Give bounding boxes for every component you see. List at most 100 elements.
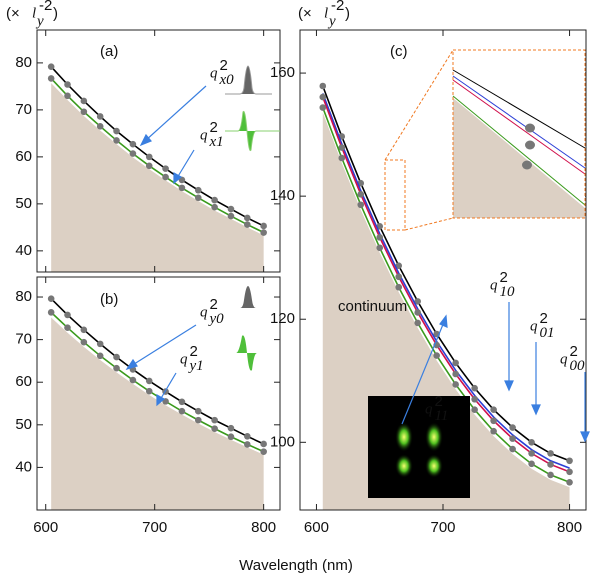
x-tick-label: 700 bbox=[142, 519, 167, 536]
label-base: q bbox=[425, 401, 433, 417]
arrowhead bbox=[439, 314, 448, 328]
data-point bbox=[528, 439, 535, 446]
arrow bbox=[159, 372, 177, 401]
data-point bbox=[414, 309, 421, 316]
inset-dot bbox=[525, 140, 535, 150]
data-point bbox=[47, 295, 55, 303]
panel-label: (c) bbox=[390, 43, 408, 60]
inset-line bbox=[452, 95, 586, 206]
arrowhead bbox=[504, 380, 514, 392]
series-line bbox=[322, 107, 570, 484]
y-tick-label: 80 bbox=[15, 54, 32, 71]
data-point bbox=[414, 298, 421, 305]
y-tick-label: 40 bbox=[15, 242, 32, 259]
data-point bbox=[113, 364, 120, 372]
bic-lobe bbox=[395, 454, 413, 478]
y-unit-suffix: ) bbox=[53, 5, 58, 22]
data-point bbox=[452, 381, 459, 388]
data-point bbox=[566, 468, 573, 476]
label-sup: 2 bbox=[570, 343, 578, 360]
y-unit-prefix: (× bbox=[298, 5, 312, 22]
label-base: q bbox=[210, 65, 218, 81]
x-axis-label: Wavelength (nm) bbox=[239, 557, 353, 574]
inset-line bbox=[452, 75, 586, 169]
data-point bbox=[162, 173, 169, 181]
data-point bbox=[528, 450, 535, 457]
label-sup: 2 bbox=[435, 393, 443, 410]
data-point bbox=[566, 479, 573, 486]
data-point bbox=[509, 445, 516, 453]
y-unit-sub: y bbox=[35, 13, 44, 29]
data-point bbox=[338, 144, 346, 151]
data-point bbox=[471, 384, 478, 392]
data-point bbox=[490, 427, 497, 435]
y-tick-label: 60 bbox=[15, 148, 32, 165]
label-sup: 2 bbox=[210, 296, 218, 313]
label-sup: 2 bbox=[220, 57, 228, 74]
data-point bbox=[47, 309, 55, 316]
continuum-area bbox=[51, 317, 264, 510]
data-point bbox=[357, 201, 365, 209]
icon-gaussian bbox=[225, 65, 272, 95]
x-tick-label: 700 bbox=[430, 519, 455, 536]
data-point bbox=[260, 229, 267, 236]
data-point bbox=[227, 433, 235, 441]
data-point bbox=[145, 162, 153, 170]
data-point bbox=[319, 104, 327, 111]
plot-frame bbox=[36, 29, 281, 273]
arrow bbox=[144, 85, 207, 142]
inset-dot bbox=[522, 160, 532, 170]
label-sup: 2 bbox=[190, 343, 198, 360]
data-point bbox=[395, 283, 403, 291]
data-point bbox=[113, 137, 120, 144]
data-point bbox=[509, 435, 516, 442]
data-point bbox=[145, 153, 153, 161]
inset-line bbox=[452, 79, 586, 175]
data-point bbox=[227, 212, 235, 220]
data-point bbox=[490, 417, 497, 425]
data-point bbox=[162, 165, 169, 172]
series-line bbox=[322, 85, 570, 462]
x-tick-label: 600 bbox=[304, 519, 329, 536]
data-point bbox=[260, 222, 267, 230]
data-point bbox=[80, 108, 88, 116]
area-label: continuum bbox=[338, 298, 407, 315]
data-point bbox=[547, 450, 554, 457]
inset-frame bbox=[452, 49, 586, 219]
data-point bbox=[80, 326, 88, 334]
y-tick-label: 50 bbox=[15, 195, 32, 212]
data-point bbox=[395, 262, 403, 269]
label-base: q bbox=[200, 127, 208, 143]
data-point bbox=[490, 406, 497, 413]
data-point bbox=[547, 461, 554, 468]
label-base: q bbox=[560, 351, 568, 367]
arrowhead bbox=[139, 133, 152, 147]
data-point bbox=[96, 123, 104, 130]
data-point bbox=[178, 407, 186, 415]
y-unit-base: l bbox=[32, 5, 36, 21]
label-sub: y0 bbox=[208, 311, 225, 327]
y-unit-suffix: ) bbox=[345, 5, 350, 22]
data-point bbox=[244, 433, 251, 440]
data-point bbox=[145, 377, 153, 385]
series-line bbox=[322, 96, 570, 473]
label-sub: 10 bbox=[500, 284, 516, 300]
label-sub: 11 bbox=[435, 408, 449, 424]
data-point bbox=[80, 97, 88, 105]
zoom-link bbox=[384, 49, 454, 161]
arrow bbox=[401, 321, 445, 425]
decorations bbox=[125, 49, 590, 498]
y-unit-sub: y bbox=[327, 13, 336, 29]
data-point bbox=[47, 75, 55, 82]
data-point bbox=[178, 398, 186, 406]
inset-line bbox=[452, 69, 586, 149]
data-point bbox=[194, 416, 202, 424]
panel-label: (b) bbox=[100, 291, 118, 308]
data-point bbox=[452, 370, 459, 378]
data-point bbox=[395, 273, 403, 281]
data-point bbox=[80, 338, 88, 346]
data-point bbox=[452, 359, 459, 367]
data-point bbox=[528, 460, 535, 468]
label-base: q bbox=[200, 304, 208, 320]
